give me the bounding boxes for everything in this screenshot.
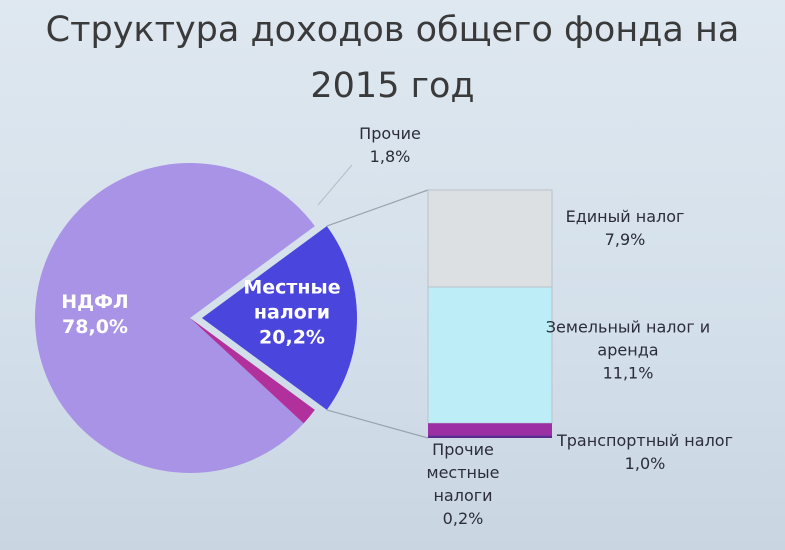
breakdown-label: Единый налог 7,9% [535, 205, 715, 251]
label-name: Единый налог [565, 207, 685, 226]
connector [326, 409, 429, 439]
label-value: 11,1% [602, 363, 654, 383]
label-value: 20,2% [259, 326, 325, 349]
chart-title: Структура доходов общего фонда на 2015 г… [45, 10, 740, 106]
pie-slice [202, 226, 357, 410]
breakdown-label: Транспортный налог 1,0% [555, 429, 735, 475]
label-name: Прочие [359, 124, 421, 143]
label-name: Местные налоги [243, 276, 341, 324]
slice-label: Местные налоги 20,2% [227, 276, 357, 351]
label-value: 78,0% [62, 316, 128, 338]
label-value: 7,9% [604, 230, 646, 249]
label-name: НДФЛ [61, 291, 129, 313]
label-value: 0,2% [442, 509, 484, 528]
bar-segment [427, 286, 553, 424]
bar-segment [428, 423, 552, 436]
bar-segment [427, 189, 553, 288]
label-value: 1,0% [624, 454, 666, 473]
connector [317, 164, 353, 206]
connector [326, 189, 429, 227]
label-name: Земельный налог и аренда [545, 317, 711, 360]
bar-segment [428, 435, 552, 438]
breakdown-label: Прочие местные налоги 0,2% [408, 438, 518, 530]
pie-slice [35, 162, 315, 473]
slice-label: Прочие 1,8% [330, 122, 450, 168]
label-name: Транспортный налог [557, 431, 733, 450]
slice-label: НДФЛ 78,0% [35, 290, 155, 340]
breakdown-label: Земельный налог и аренда 11,1% [528, 316, 728, 385]
label-value: 1,8% [369, 147, 411, 166]
label-name: Прочие местные налоги [426, 440, 500, 505]
pie-slice [190, 318, 315, 424]
